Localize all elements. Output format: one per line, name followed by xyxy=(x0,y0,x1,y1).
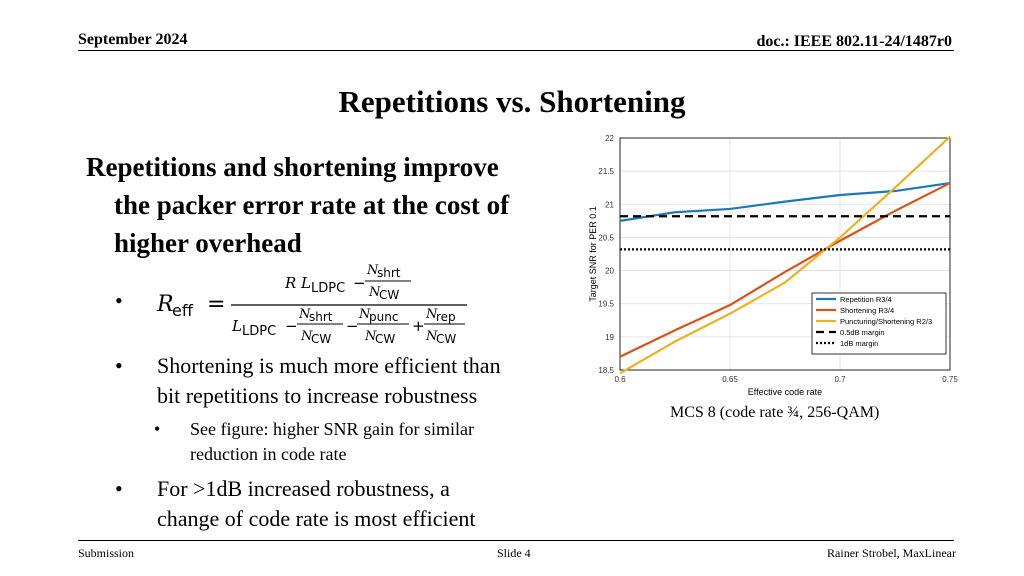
footer-slide-number: Slide 4 xyxy=(497,546,531,560)
y-tick-label: 20.5 xyxy=(598,233,614,242)
bullet-shortening-line-2: bit repetitions to increase robustness xyxy=(157,383,478,408)
lead-line-3: higher overhead xyxy=(114,228,302,258)
den-minus-2: − xyxy=(346,317,359,335)
lead-text: Repetitions and shortening improve the p… xyxy=(86,148,566,262)
header-divider xyxy=(78,50,954,51)
den-n-cw-1-sub: CW xyxy=(311,332,331,346)
y-tick-label: 20 xyxy=(605,267,614,276)
bullet-dot: • xyxy=(115,353,123,378)
plot-frame xyxy=(619,137,951,371)
formula-r-eff: R eff = R L LDPC − N shrt N CW L LDPC − … xyxy=(156,263,467,346)
formula-lhs: R xyxy=(156,292,174,317)
den-n-cw-2: N xyxy=(364,329,377,344)
bullet-dot: • xyxy=(115,476,123,501)
num-n-shrt: N xyxy=(366,263,379,278)
den-l: L xyxy=(231,317,242,335)
bullet-shortening: • Shortening is much more efficient than… xyxy=(115,351,577,411)
den-l-sub: LDPC xyxy=(242,324,276,339)
y-tick-label: 21 xyxy=(605,200,614,209)
x-tick-label: 0.6 xyxy=(614,375,626,384)
series-line-0 xyxy=(619,181,951,222)
den-n-cw-3: N xyxy=(425,329,438,344)
bullet-code-rate-line-2: change of code rate is most efficient xyxy=(157,506,476,531)
figure-caption: MCS 8 (code rate ¾, 256-QAM) xyxy=(670,404,880,421)
den-n-rep-sub: rep xyxy=(436,310,456,324)
x-axis-label: Effective code rate xyxy=(748,387,822,397)
num-l-sub: LDPC xyxy=(311,281,345,296)
x-tick-label: 0.65 xyxy=(722,375,738,384)
y-tick-label: 19.5 xyxy=(598,300,614,309)
den-minus-1: − xyxy=(285,317,298,335)
den-plus: + xyxy=(412,317,425,335)
formula-equals: = xyxy=(207,292,225,317)
den-n-cw-2-sub: CW xyxy=(375,332,395,346)
footer-divider xyxy=(78,540,954,541)
bullet-dot: • xyxy=(115,288,123,313)
bullet-code-rate: • For >1dB increased robustness, a chang… xyxy=(115,474,577,534)
y-axis-label: Target SNR for PER 0.1 xyxy=(588,206,598,302)
legend-label-2: Puncturing/Shortening R2/3 xyxy=(840,317,932,326)
footer-author: Rainer Strobel, MaxLinear xyxy=(827,546,956,560)
den-n-cw-3-sub: CW xyxy=(436,332,456,346)
y-tick-label: 19 xyxy=(605,333,614,342)
num-n-cw-sub: CW xyxy=(379,288,399,302)
legend-label-1: Shortening R3/4 xyxy=(840,306,894,315)
x-tick-label: 0.75 xyxy=(942,375,958,384)
y-tick-label: 21.5 xyxy=(598,167,614,176)
legend-label-3: 0.5dB margin xyxy=(840,328,885,337)
num-r: R xyxy=(284,274,296,292)
x-tick-label: 0.7 xyxy=(834,375,846,384)
series-line-2 xyxy=(619,135,951,375)
y-tick-label: 18.5 xyxy=(598,366,614,375)
num-n-cw: N xyxy=(368,285,381,300)
lead-line-1: Repetitions and shortening improve xyxy=(86,152,499,182)
legend-label-0: Repetition R3/4 xyxy=(840,295,892,304)
den-n-punc-sub: punc xyxy=(369,310,398,324)
num-n-shrt-sub: shrt xyxy=(377,266,401,280)
sub-bullet-line-1: See figure: higher SNR gain for similar xyxy=(190,419,474,439)
num-l: L xyxy=(300,274,311,292)
snr-vs-code-rate-chart: 18.5 19 19.5 20 20.5 21 21.5 22 0.6 0.65 0.7 0.75 Ef… xyxy=(588,134,958,397)
footer-submission: Submission xyxy=(78,546,135,560)
slide-title: Repetitions vs. Shortening xyxy=(338,84,686,119)
sub-bullet-line-2: reduction in code rate xyxy=(190,444,347,464)
legend-box xyxy=(811,292,947,355)
den-n-shrt: N xyxy=(298,307,311,322)
header-date: September 2024 xyxy=(78,31,188,48)
den-n-rep: N xyxy=(425,307,438,322)
den-n-punc: N xyxy=(358,307,371,322)
bullet-shortening-line-1: Shortening is much more efficient than xyxy=(157,353,501,378)
num-minus: − xyxy=(353,274,366,292)
series-line-1 xyxy=(619,182,951,358)
y-tick-label: 22 xyxy=(605,134,614,143)
sub-bullet-figure: • See figure: higher SNR gain for simila… xyxy=(154,417,570,467)
legend-label-4: 1dB margin xyxy=(840,339,878,348)
formula-lhs-sub: eff xyxy=(172,301,194,320)
header-doc-id: doc.: IEEE 802.11-24/1487r0 xyxy=(756,33,952,50)
den-n-shrt-sub: shrt xyxy=(309,310,333,324)
lead-line-2: the packer error rate at the cost of xyxy=(114,190,510,220)
bullet-code-rate-line-1: For >1dB increased robustness, a xyxy=(157,476,450,501)
sub-bullet-dot: • xyxy=(154,419,161,439)
den-n-cw-1: N xyxy=(300,329,313,344)
